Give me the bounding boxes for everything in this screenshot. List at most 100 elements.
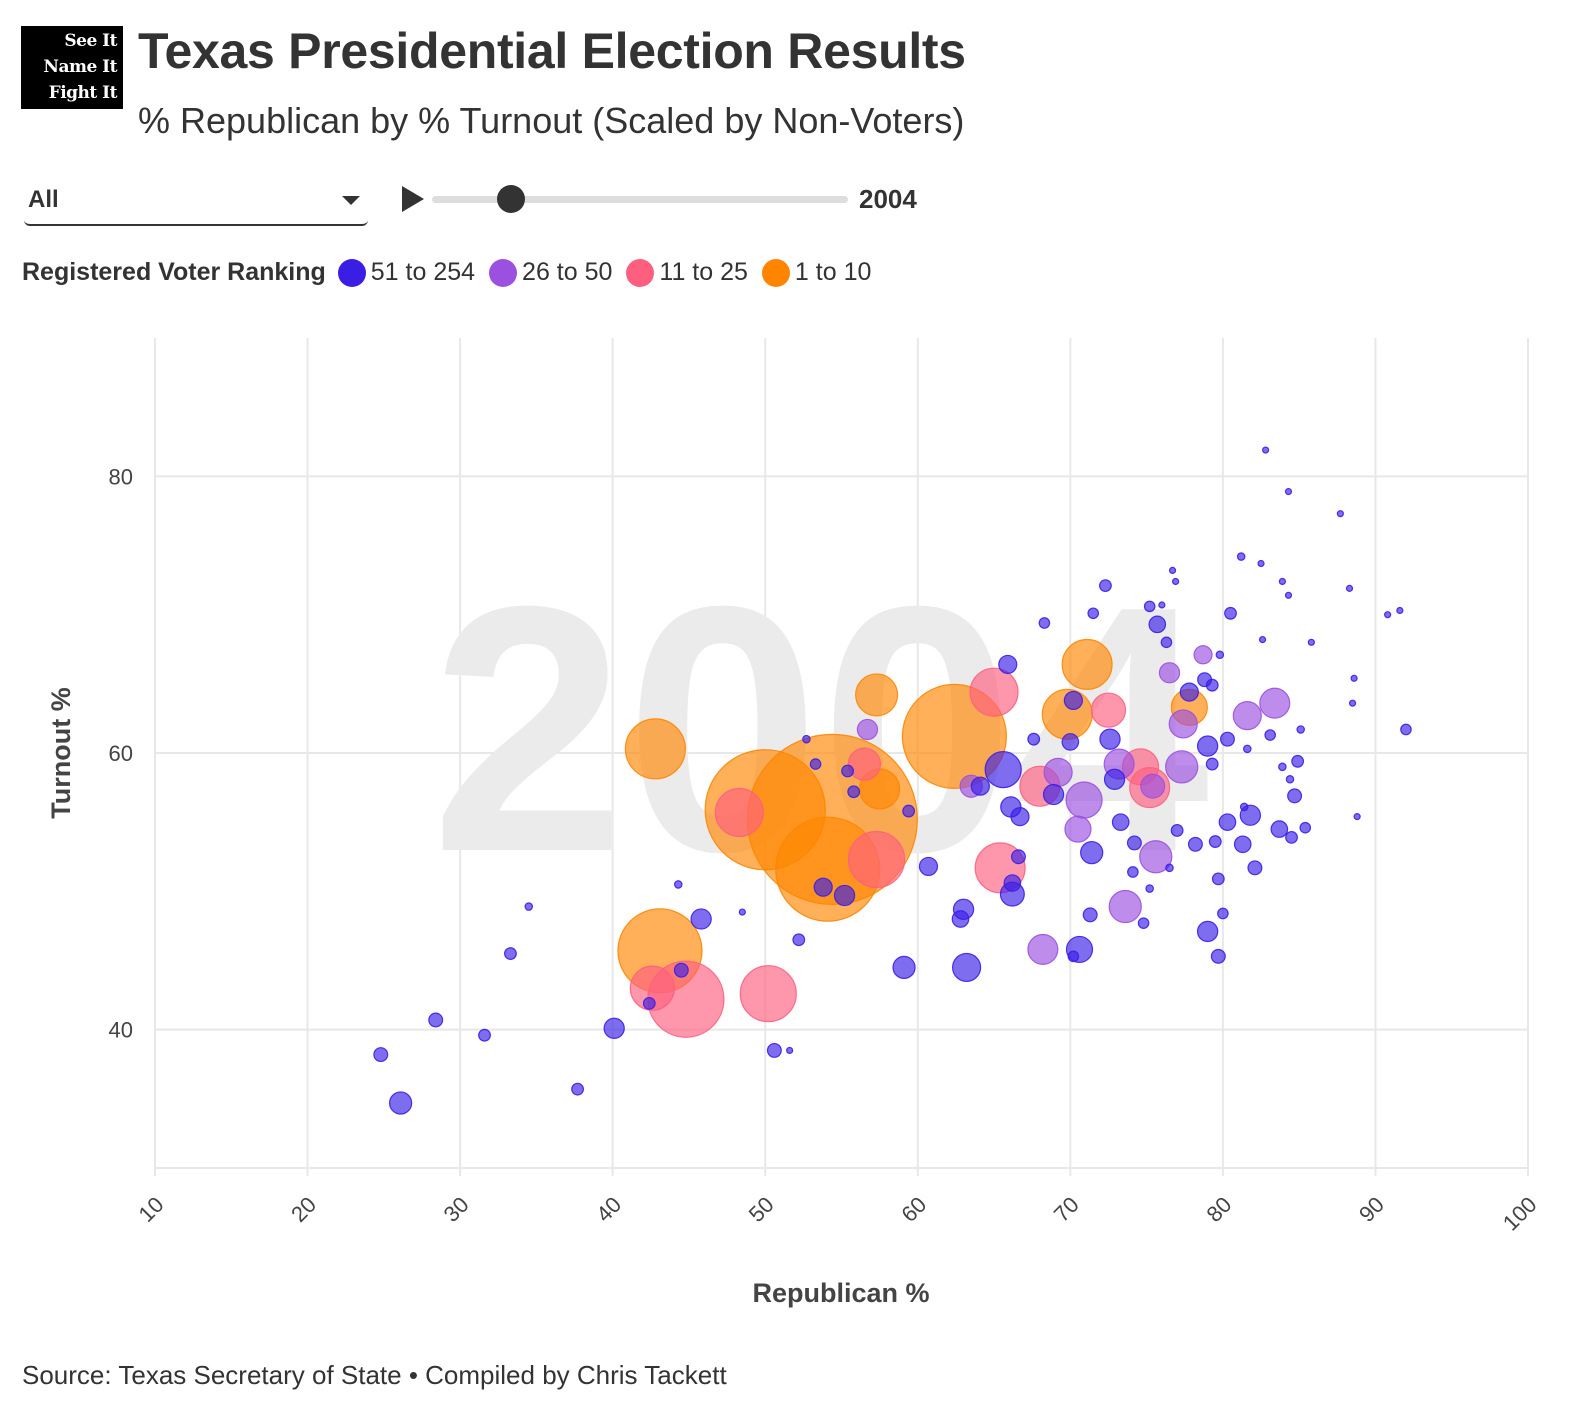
data-point bbox=[1232, 701, 1262, 731]
data-point bbox=[1196, 920, 1219, 943]
data-point bbox=[373, 1047, 389, 1063]
data-point bbox=[833, 884, 856, 907]
logo-line: Name It bbox=[43, 57, 117, 77]
data-point bbox=[1179, 682, 1199, 702]
page-subtitle: % Republican by % Turnout (Scaled by Non… bbox=[138, 100, 965, 141]
data-point bbox=[1027, 933, 1059, 965]
data-point bbox=[970, 776, 990, 796]
data-point bbox=[1384, 611, 1392, 619]
x-tick-label: 100 bbox=[1498, 1192, 1542, 1236]
source-note: Source: Texas Secretary of State • Compi… bbox=[22, 1360, 727, 1390]
y-tick-label: 80 bbox=[109, 464, 133, 489]
data-point bbox=[1233, 835, 1252, 854]
data-point bbox=[951, 952, 982, 983]
data-point bbox=[1108, 889, 1142, 924]
data-point bbox=[1239, 802, 1249, 812]
legend-label: 51 to 254 bbox=[370, 258, 476, 286]
data-point bbox=[1257, 559, 1265, 568]
logo-line: Fight It bbox=[48, 83, 118, 103]
data-point bbox=[1087, 607, 1100, 620]
data-point bbox=[1270, 820, 1289, 838]
legend-label: 26 to 50 bbox=[522, 258, 613, 286]
year-label: 2004 bbox=[859, 184, 917, 214]
data-point bbox=[1080, 840, 1104, 865]
data-point bbox=[1158, 601, 1166, 609]
data-point bbox=[1082, 907, 1098, 923]
data-point bbox=[969, 667, 1019, 717]
data-point bbox=[1148, 615, 1167, 634]
filter-dropdown[interactable]: All bbox=[24, 180, 368, 226]
data-point bbox=[673, 880, 683, 889]
data-point bbox=[1218, 813, 1237, 831]
data-point bbox=[1010, 807, 1030, 827]
x-tick-label: 90 bbox=[1354, 1192, 1389, 1227]
legend-item[interactable]: 11 to 25 bbox=[626, 258, 748, 287]
data-point bbox=[1336, 510, 1344, 518]
data-point bbox=[1247, 860, 1263, 876]
scatter-chart: 10 20 30 40 50 60 70 80 90 1004060802004Republica… bbox=[46, 338, 1542, 1308]
data-point bbox=[1348, 699, 1357, 707]
data-point bbox=[1284, 591, 1293, 599]
data-point bbox=[766, 1042, 782, 1058]
legend-dot-icon bbox=[626, 258, 655, 287]
legend-dot-icon bbox=[337, 258, 366, 287]
data-point bbox=[1350, 674, 1358, 682]
data-point bbox=[1061, 638, 1113, 691]
data-point bbox=[1168, 566, 1177, 575]
data-point bbox=[478, 1028, 491, 1042]
data-point bbox=[1127, 866, 1139, 878]
x-tick-label: 70 bbox=[1049, 1192, 1084, 1227]
x-tick-label: 30 bbox=[439, 1192, 474, 1227]
data-point bbox=[841, 764, 855, 778]
data-point bbox=[1010, 849, 1026, 865]
data-point bbox=[629, 965, 675, 1011]
data-point bbox=[1291, 754, 1305, 768]
data-point bbox=[892, 955, 916, 980]
data-point bbox=[1236, 552, 1246, 561]
data-point bbox=[1193, 645, 1213, 665]
data-point bbox=[1126, 835, 1142, 851]
data-point bbox=[1345, 584, 1354, 592]
data-point bbox=[786, 1046, 794, 1055]
data-point bbox=[1296, 725, 1305, 734]
play-icon[interactable] bbox=[402, 186, 424, 212]
year-slider-track[interactable] bbox=[432, 196, 848, 203]
data-point bbox=[1353, 813, 1361, 821]
data-point bbox=[1210, 948, 1226, 964]
data-point bbox=[1168, 709, 1198, 739]
data-point bbox=[739, 965, 797, 1023]
data-point bbox=[855, 673, 899, 717]
data-point bbox=[1264, 729, 1276, 741]
data-point bbox=[673, 962, 689, 978]
data-point bbox=[504, 947, 517, 960]
dropdown-value: All bbox=[28, 186, 59, 213]
y-tick-label: 40 bbox=[109, 1018, 133, 1043]
data-point bbox=[1284, 487, 1293, 496]
data-point bbox=[388, 1091, 413, 1115]
data-point bbox=[809, 758, 822, 770]
data-point bbox=[1103, 768, 1126, 790]
data-point bbox=[1219, 731, 1235, 747]
data-point bbox=[714, 787, 764, 838]
data-point bbox=[1307, 638, 1315, 646]
data-point bbox=[792, 933, 806, 947]
legend-dot-icon bbox=[761, 258, 790, 287]
data-point bbox=[1067, 950, 1080, 963]
data-point bbox=[1262, 446, 1270, 454]
legend-item[interactable]: 1 to 10 bbox=[761, 258, 871, 287]
data-point bbox=[1258, 635, 1267, 644]
legend: Registered Voter Ranking 51 to 254 26 to… bbox=[22, 258, 885, 287]
data-point bbox=[1137, 917, 1150, 929]
x-tick-label: 10 bbox=[134, 1192, 169, 1227]
data-point bbox=[1099, 579, 1112, 593]
data-point bbox=[802, 734, 811, 744]
data-point bbox=[690, 908, 712, 930]
logo-line: See It bbox=[64, 31, 117, 51]
legend-item[interactable]: 26 to 50 bbox=[489, 258, 612, 287]
data-point bbox=[1061, 733, 1080, 751]
data-point bbox=[1065, 781, 1103, 819]
legend-item[interactable]: 51 to 254 bbox=[337, 258, 476, 287]
year-slider-handle[interactable] bbox=[497, 185, 526, 213]
logo: See It Name It Fight It bbox=[21, 26, 123, 109]
data-point bbox=[847, 785, 861, 799]
